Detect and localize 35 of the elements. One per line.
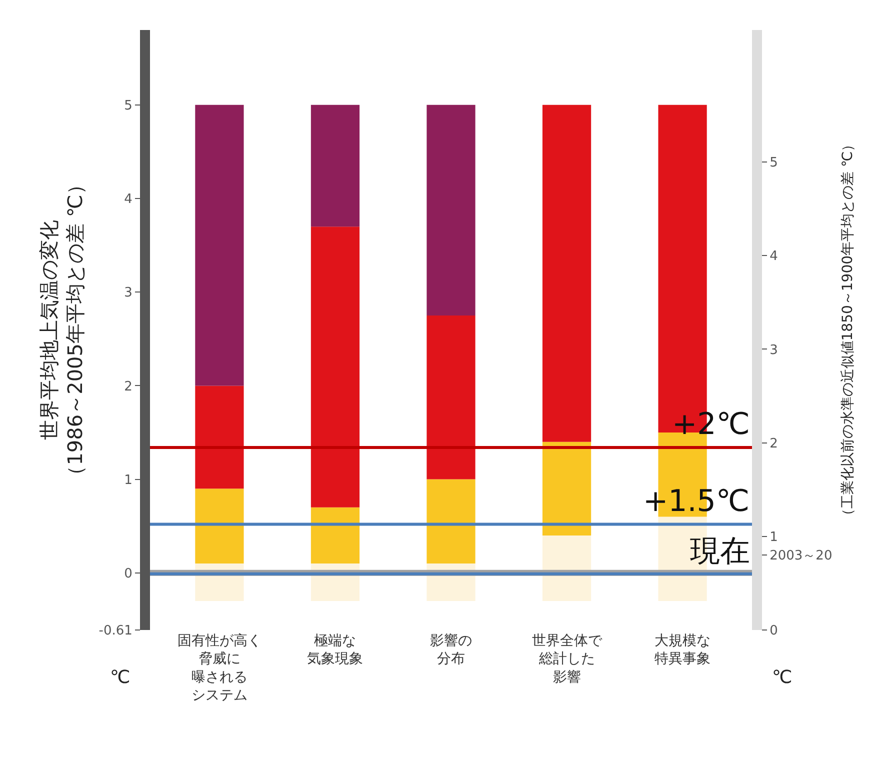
y-tick-label: 5 (124, 98, 132, 114)
x-tick-label: 極端な気象現象 (307, 633, 364, 668)
ref-line-label: 現在 (690, 534, 750, 569)
y-tick-label: 2 (124, 379, 132, 394)
bar (195, 488, 244, 564)
y2-tick-label: 1 (770, 530, 778, 545)
bar (310, 104, 360, 227)
bar (426, 104, 476, 316)
bar (542, 442, 592, 536)
bar (542, 104, 592, 442)
bar (426, 315, 476, 480)
text: ℃ (110, 667, 130, 688)
y-tick-label: -0.61 (98, 624, 132, 639)
y-axis-title: 世界平均地上気温の変化（1986～2005年平均との差 ℃） (36, 174, 87, 486)
text: ℃ (772, 667, 792, 688)
y-tick-label: 0 (124, 566, 132, 582)
y2-axis-title: （工業化以前の水準の近似値1850～1900年平均との差 ℃） (840, 137, 856, 523)
x-tick-label: 影響の分布 (430, 633, 472, 668)
y2-tick-label: 2 (770, 436, 778, 452)
y2-tick-label: 3 (770, 342, 778, 358)
bar (426, 479, 476, 564)
bar (310, 226, 360, 508)
y-tick-label: 4 (124, 192, 132, 208)
x-tick-label: 世界全体で総計した影響 (532, 633, 603, 686)
y2-tick-label: 2003～20 (770, 548, 832, 564)
bar (310, 507, 360, 564)
y2-tick-label: 4 (770, 249, 778, 264)
y2-tick-label: 0 (770, 624, 778, 639)
y-tick-label: 1 (124, 472, 132, 488)
x-tick-label: 固有性が高く脅威に曝されるシステム (177, 633, 262, 704)
bar (195, 104, 244, 386)
y2-tick-label: 5 (770, 156, 778, 171)
y-tick-label: 3 (124, 286, 132, 301)
bar (195, 386, 244, 489)
x-tick-label: 大規模な特異事象 (654, 633, 711, 668)
